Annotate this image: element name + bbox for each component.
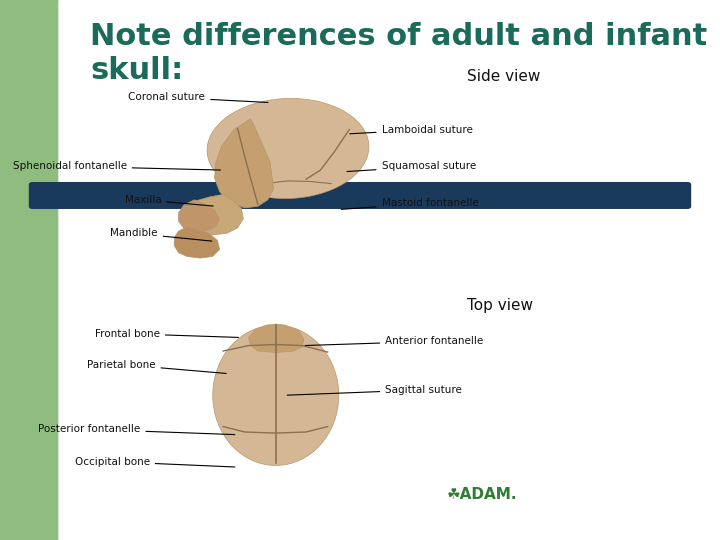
Text: Parietal bone: Parietal bone <box>87 360 226 374</box>
Bar <box>0 0 72 540</box>
Text: Maxilla: Maxilla <box>125 195 213 206</box>
Text: Frontal bone: Frontal bone <box>95 329 238 339</box>
Text: Occipital bone: Occipital bone <box>75 457 235 467</box>
Text: ☘ADAM.: ☘ADAM. <box>446 487 517 502</box>
Polygon shape <box>174 227 220 258</box>
Text: Coronal suture: Coronal suture <box>128 92 268 103</box>
FancyBboxPatch shape <box>58 0 720 540</box>
Text: Squamosal suture: Squamosal suture <box>347 161 476 172</box>
Text: Note differences of adult and infant
skull:: Note differences of adult and infant sku… <box>90 22 707 85</box>
Text: Top view: Top view <box>467 298 533 313</box>
Polygon shape <box>179 200 220 231</box>
Text: Anterior fontanelle: Anterior fontanelle <box>305 336 483 346</box>
Ellipse shape <box>213 325 339 465</box>
Text: Mandible: Mandible <box>110 228 212 241</box>
FancyBboxPatch shape <box>29 182 691 209</box>
Bar <box>0 0 248 162</box>
Polygon shape <box>248 324 304 353</box>
Ellipse shape <box>207 98 369 199</box>
Text: Posterior fontanelle: Posterior fontanelle <box>38 424 235 435</box>
Text: Sagittal suture: Sagittal suture <box>287 385 462 395</box>
Polygon shape <box>184 194 243 235</box>
Bar <box>72 0 245 154</box>
Text: Sphenoidal fontanelle: Sphenoidal fontanelle <box>12 161 220 171</box>
Text: Lamboidal suture: Lamboidal suture <box>350 125 472 134</box>
Polygon shape <box>215 119 274 208</box>
Text: Mastoid fontanelle: Mastoid fontanelle <box>341 198 478 210</box>
Text: Side view: Side view <box>467 69 540 84</box>
